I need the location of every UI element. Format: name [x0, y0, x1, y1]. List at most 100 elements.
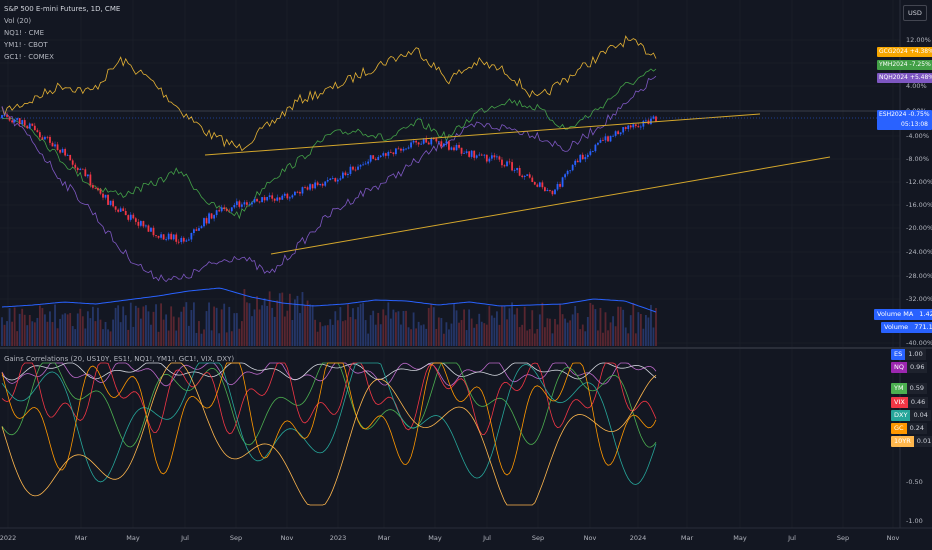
candle-body — [501, 159, 503, 166]
volume-bar — [109, 331, 112, 346]
price-label-nq: NQH2024 +5.48% — [877, 73, 932, 83]
indicator-tag-dxy: DXY 0.04 — [891, 410, 931, 421]
indicator-tag-name: 10YR — [891, 436, 914, 447]
candle-body — [518, 167, 521, 176]
candle-body — [468, 151, 471, 157]
candle-body — [382, 153, 385, 156]
volume-bar — [175, 330, 178, 346]
volume-bar — [69, 313, 72, 346]
volume-legend[interactable]: Vol (20) — [4, 17, 32, 25]
overlay-nq[interactable]: NQ1! · CME — [4, 29, 45, 37]
indicator-tag-ym: YM 0.59 — [891, 383, 928, 394]
candle-body — [415, 140, 418, 143]
indicator-axis[interactable]: -0.50 -1.00 — [906, 478, 923, 525]
indicator-tag-vix: VIX 0.46 — [891, 397, 929, 408]
candle-body — [235, 201, 238, 206]
candle-body — [76, 167, 79, 171]
volume-bar — [139, 318, 142, 346]
volume-bar — [198, 321, 200, 346]
lower-trendline[interactable] — [270, 156, 831, 255]
candle-body — [437, 141, 440, 143]
upper-trendline[interactable] — [204, 113, 761, 156]
candle-body — [478, 154, 481, 156]
volume-bar — [240, 321, 243, 346]
time-tick-3: Jul — [180, 534, 189, 542]
overlay-gc[interactable]: GC1! · COMEX — [4, 53, 54, 61]
volume-bar — [56, 328, 59, 346]
candle-body — [177, 241, 180, 243]
price-label-gc: GCG2024 +4.38% — [877, 47, 932, 57]
volume-bar — [427, 308, 430, 346]
volume-bar — [382, 309, 385, 346]
candle-body — [230, 207, 233, 212]
candle-body — [632, 124, 635, 128]
volume-bar — [566, 322, 569, 346]
candle-body — [597, 142, 599, 145]
volume-bar — [187, 325, 190, 346]
candle-body — [331, 178, 334, 179]
volume-bar — [609, 322, 612, 346]
candle-body — [145, 225, 147, 227]
volume-bar — [286, 310, 289, 346]
volume-bar — [432, 307, 435, 346]
time-tick-11: Nov — [584, 534, 597, 542]
volume-bar — [225, 332, 228, 346]
candle-body — [586, 154, 589, 158]
candle-body — [450, 147, 453, 150]
candle-body — [526, 174, 529, 176]
volume-bar — [624, 327, 627, 346]
volume-bar — [571, 314, 574, 346]
price-tick-9: -24.00% — [906, 248, 932, 256]
candle-body — [92, 185, 94, 188]
indicator-title[interactable]: Gains Correlations (20, US10Y, ES1!, NQ1… — [4, 355, 235, 363]
indicator-tag-value: 0.46 — [907, 397, 929, 408]
candle-body — [617, 131, 620, 135]
candle-body — [268, 195, 271, 197]
price-tick-0: 12.00% — [906, 36, 931, 44]
candle-body — [379, 155, 382, 157]
candle-body — [162, 234, 165, 240]
volume-bar — [412, 312, 415, 346]
volume-bar — [614, 326, 617, 346]
price-tick-8: -20.00% — [906, 224, 932, 232]
trend-lines[interactable] — [204, 113, 831, 255]
volume-bar — [316, 331, 319, 346]
volume-bar — [200, 333, 203, 346]
volume-bar — [215, 307, 218, 346]
volume-bar — [89, 318, 92, 346]
candle-body — [528, 174, 531, 178]
candle-body — [569, 170, 572, 172]
volume-bar — [420, 325, 423, 346]
candle-body — [243, 202, 246, 205]
candle-body — [400, 148, 402, 151]
candle-body — [397, 148, 400, 150]
candle-body — [614, 131, 617, 136]
volume-bar — [92, 306, 94, 346]
time-axis[interactable]: 2022 Mar May Jul Sep Nov 2023 Mar May Jul Sep Nov 20… — [0, 534, 899, 542]
volume-bar — [336, 320, 339, 346]
volume-bar — [64, 313, 67, 346]
candle-body — [246, 202, 248, 205]
volume-bar — [185, 302, 188, 346]
time-tick-1: Mar — [75, 534, 88, 542]
candle-body — [362, 164, 364, 166]
price-tick-10: -28.00% — [906, 272, 932, 280]
candle-body — [619, 132, 622, 135]
symbol-title[interactable]: S&P 500 E-mini Futures, 1D, CME — [4, 5, 121, 13]
candle-body — [13, 119, 16, 123]
candle-body — [352, 166, 354, 170]
volume-bar — [617, 306, 620, 346]
volume-bar — [23, 314, 26, 346]
candle-body — [160, 234, 162, 238]
overlay-ym[interactable]: YM1! · CBOT — [4, 41, 48, 49]
candle-body — [402, 148, 405, 151]
volume-bar — [1, 317, 3, 346]
volume-bar — [251, 316, 253, 346]
candle-body — [329, 178, 332, 181]
price-tick-5: -8.00% — [906, 155, 929, 163]
currency-button[interactable]: USD — [903, 5, 927, 21]
volume-bar — [511, 302, 513, 346]
candle-body — [18, 118, 21, 124]
candle-body — [155, 235, 157, 237]
